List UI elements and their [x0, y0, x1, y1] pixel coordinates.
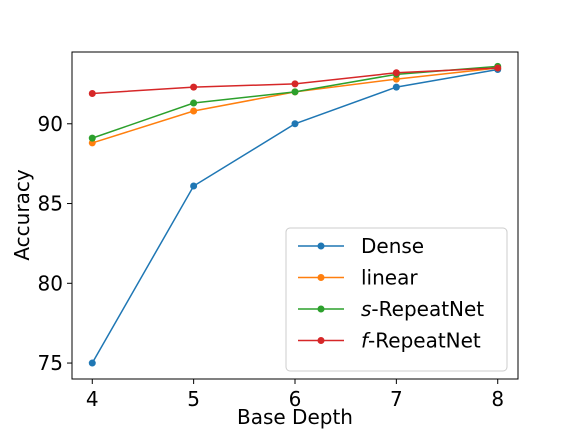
legend-label-text: -RepeatNet [368, 329, 481, 353]
legend-entry: s-RepeatNet [298, 297, 484, 321]
x-axis-label: Base Depth [237, 405, 353, 429]
series-f-repeatnet [88, 64, 502, 97]
legend-entry: f-RepeatNet [298, 329, 481, 353]
data-point [392, 75, 400, 83]
legend-marker [317, 337, 325, 344]
legend-label: linear [361, 266, 418, 290]
x-axis-ticks: 4 5 6 7 8 [86, 379, 504, 411]
legend-label: f-RepeatNet [361, 329, 481, 353]
y-tick-label: 90 [38, 112, 63, 136]
legend-entry: Dense [298, 234, 424, 258]
y-tick-label: 80 [38, 271, 63, 295]
data-point [88, 139, 96, 147]
x-tick-label: 8 [491, 387, 504, 411]
data-point [190, 107, 198, 115]
data-point [494, 64, 502, 72]
data-point [291, 120, 299, 128]
legend-label-text: linear [361, 266, 418, 290]
series-layer [88, 62, 502, 367]
data-point [190, 83, 198, 91]
data-point [392, 83, 400, 91]
data-point [291, 80, 299, 88]
legend-label: s-RepeatNet [361, 297, 484, 321]
y-axis-label: Accuracy [10, 169, 34, 260]
series-line [92, 67, 498, 144]
legend-entry: linear [298, 266, 418, 290]
data-point [392, 69, 400, 77]
data-point [88, 134, 96, 142]
legend-marker [317, 305, 325, 313]
legend-marker [317, 242, 325, 250]
x-tick-label: 7 [390, 387, 403, 411]
legend-label-text: Dense [361, 234, 424, 258]
data-point [88, 89, 96, 97]
y-tick-label: 85 [38, 192, 63, 216]
legend-label-italic: s [361, 297, 371, 321]
data-point [190, 182, 198, 190]
series-linear [88, 64, 502, 147]
legend-marker [317, 274, 325, 281]
data-point [291, 88, 299, 96]
data-point [88, 359, 96, 367]
legend-label-italic: f [361, 329, 371, 353]
legend-label-text: -RepeatNet [371, 297, 484, 321]
series-line [92, 65, 498, 139]
legend-label: Dense [361, 234, 424, 258]
y-axis-ticks: 75 80 85 90 [38, 112, 72, 375]
y-tick-label: 75 [38, 351, 63, 375]
legend-box [285, 227, 508, 372]
x-tick-label: 6 [289, 387, 302, 411]
data-point [190, 99, 198, 107]
x-tick-label: 4 [86, 387, 99, 411]
x-tick-label: 5 [187, 387, 200, 411]
